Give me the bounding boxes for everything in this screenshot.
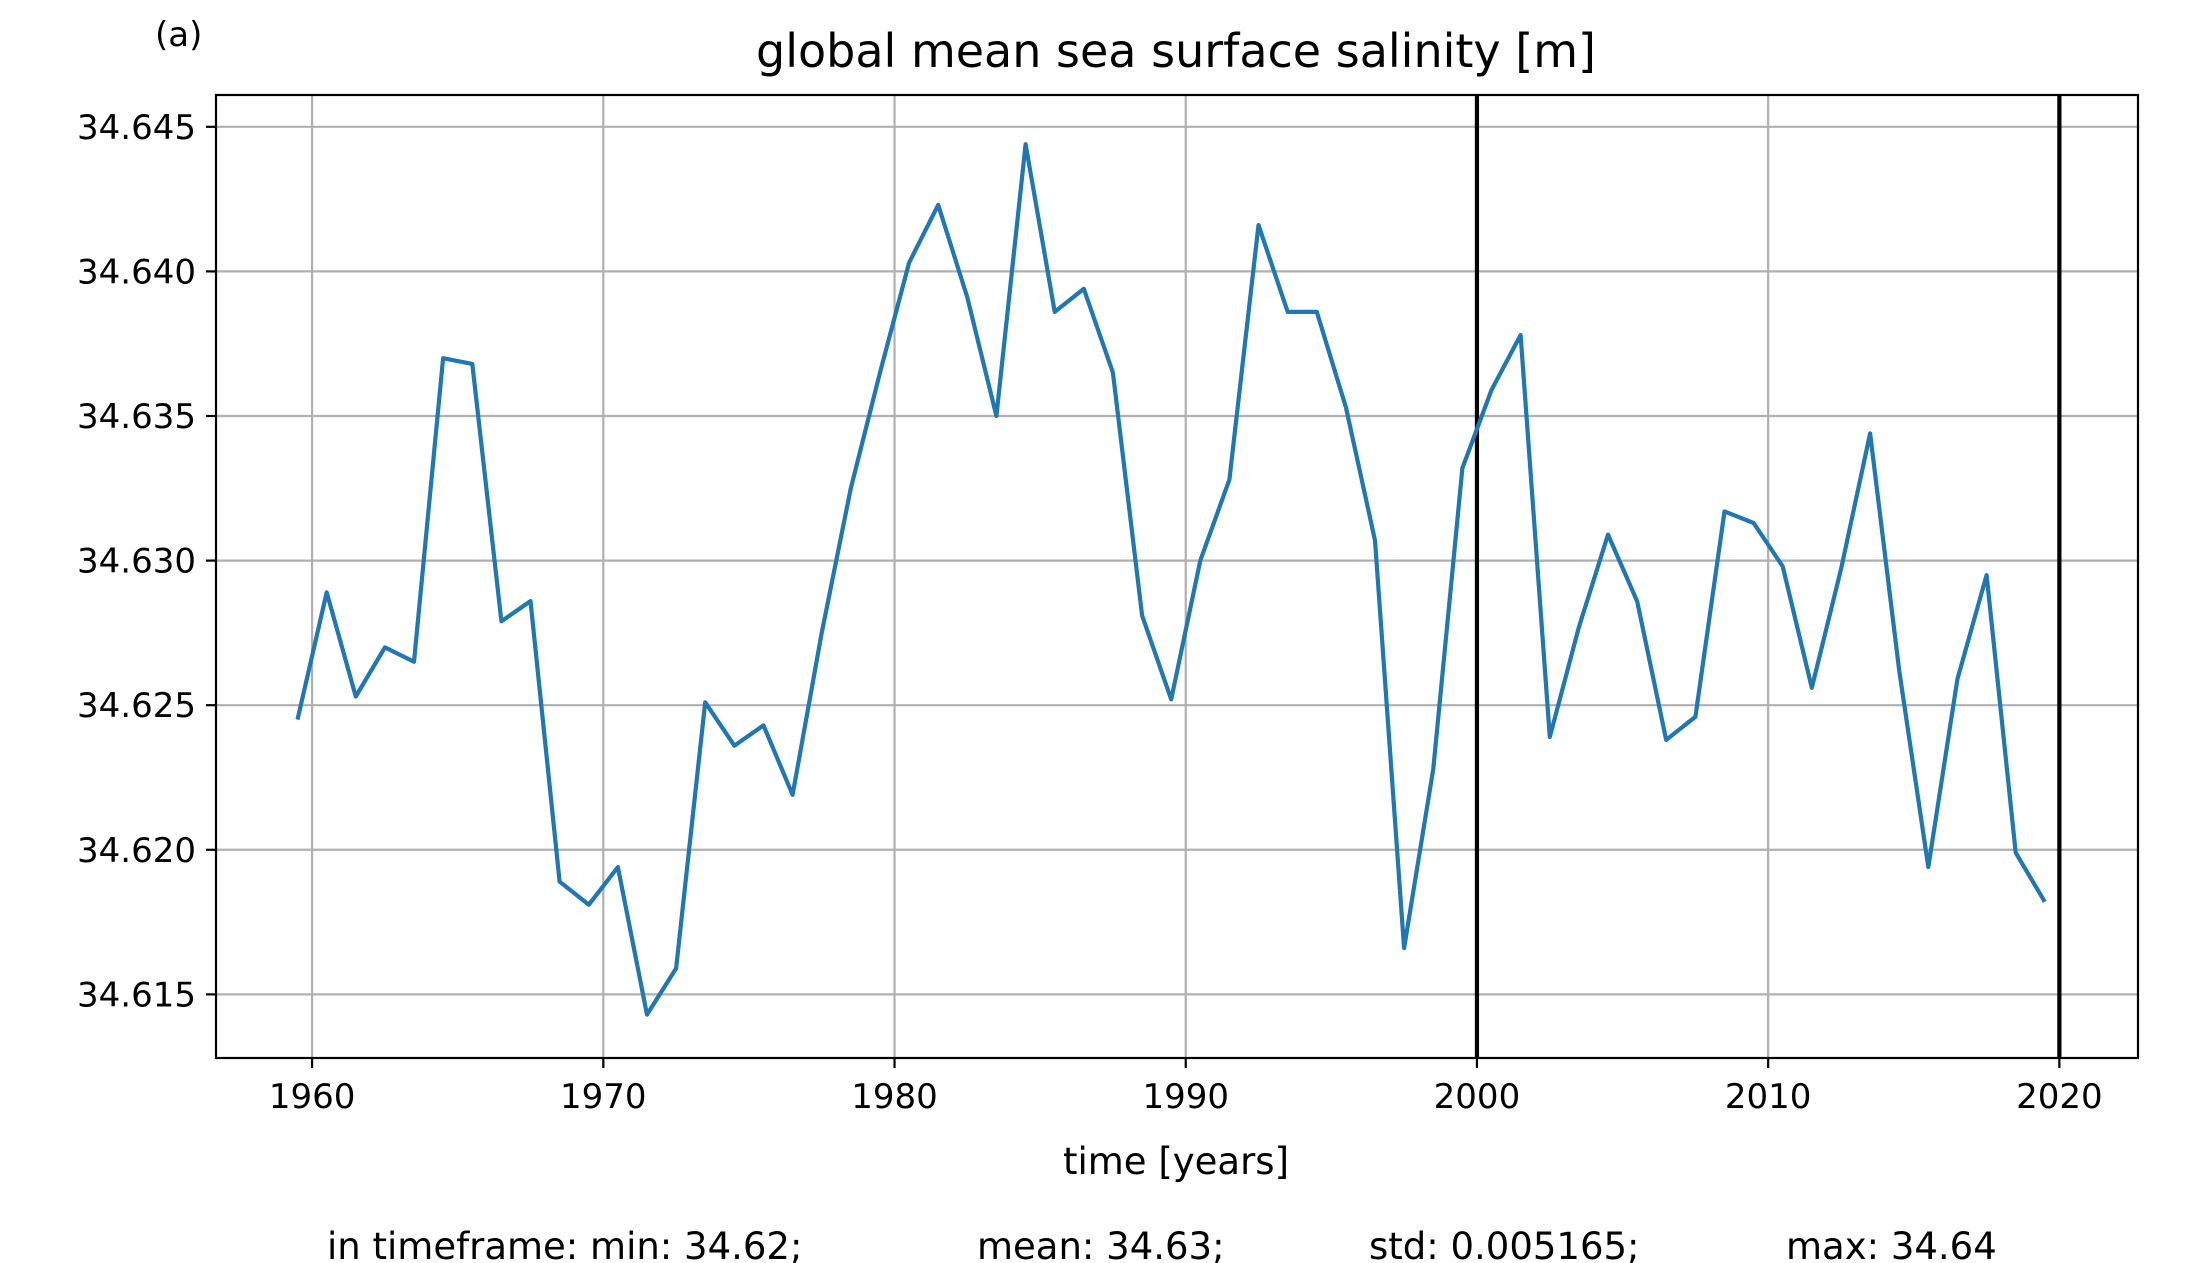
series-line <box>295 142 2047 1017</box>
stat-min: in timeframe: min: 34.62; <box>327 1225 802 1263</box>
y-axis-ticks: 34.615 34.620 34.625 34.630 34.635 34.640 34.6… <box>77 108 216 1015</box>
x-tick-label: 1960 <box>269 1077 356 1117</box>
x-tick-label: 2000 <box>1434 1077 1521 1117</box>
panel-label: (a) <box>155 15 202 55</box>
chart-title: global mean sea surface salinity [m] <box>756 24 1596 78</box>
y-tick-label: 34.615 <box>77 975 196 1015</box>
y-tick-label: 34.620 <box>77 831 196 871</box>
x-tick-label: 1970 <box>560 1077 647 1117</box>
x-tick-label: 1990 <box>1142 1077 1229 1117</box>
x-tick-label: 2010 <box>1725 1077 1812 1117</box>
y-tick-label: 34.635 <box>77 397 196 437</box>
stat-max: max: 34.64 <box>1786 1225 1997 1263</box>
x-tick-label: 1980 <box>851 1077 938 1117</box>
y-tick-label: 34.640 <box>77 252 196 292</box>
x-axis-ticks: 1960 1970 1980 1990 2000 2010 2020 <box>269 1058 2103 1117</box>
y-tick-label: 34.645 <box>77 108 196 148</box>
stat-std: std: 0.005165; <box>1369 1225 1640 1263</box>
y-tick-label: 34.625 <box>77 686 196 726</box>
x-tick-label: 2020 <box>2016 1077 2103 1117</box>
plot-frame <box>214 93 2140 1060</box>
reference-lines <box>1474 95 2062 1058</box>
grid-lines <box>216 95 2138 1058</box>
stat-mean: mean: 34.63; <box>977 1225 1225 1263</box>
x-axis-label: time [years] <box>1063 1140 1289 1183</box>
y-tick-label: 34.630 <box>77 542 196 582</box>
